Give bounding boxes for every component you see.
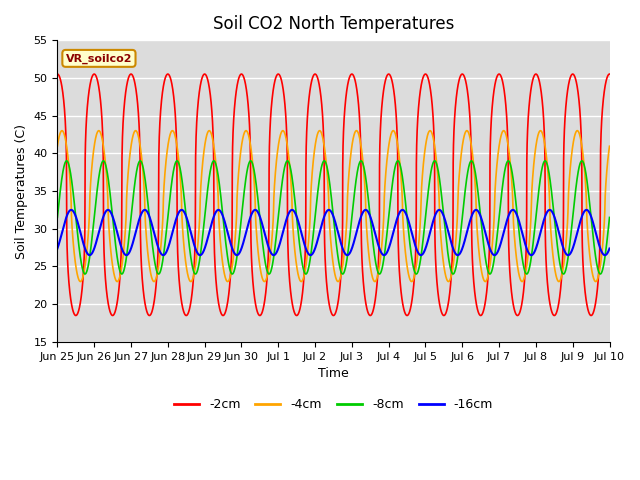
-8cm (388, 190, 396, 195)
-16cm (172, 217, 180, 223)
-4cm (397, 174, 405, 180)
Title: Soil CO2 North Temperatures: Soil CO2 North Temperatures (212, 15, 454, 33)
-4cm (388, 131, 396, 136)
-2cm (172, 121, 180, 127)
-16cm (601, 252, 609, 258)
-8cm (605, 216, 613, 222)
-4cm (605, 144, 613, 149)
-8cm (397, 166, 405, 172)
-8cm (208, 162, 216, 168)
-8cm (63, 158, 70, 164)
-4cm (605, 144, 613, 150)
Legend: -2cm, -4cm, -8cm, -16cm: -2cm, -4cm, -8cm, -16cm (169, 394, 498, 417)
-2cm (388, 75, 396, 81)
-16cm (54, 246, 61, 252)
-4cm (208, 132, 216, 138)
-2cm (208, 107, 216, 112)
-16cm (397, 208, 405, 214)
-16cm (605, 246, 613, 252)
-8cm (172, 159, 180, 165)
-16cm (67, 207, 75, 213)
-2cm (605, 71, 613, 77)
-2cm (54, 71, 61, 77)
-8cm (54, 215, 61, 220)
-16cm (554, 223, 561, 229)
-4cm (592, 279, 600, 285)
-8cm (605, 215, 613, 220)
-8cm (554, 241, 561, 247)
Text: VR_soilco2: VR_soilco2 (66, 53, 132, 63)
-2cm (554, 308, 561, 313)
-2cm (72, 312, 79, 318)
-16cm (605, 246, 613, 252)
-4cm (58, 128, 66, 133)
-16cm (208, 220, 216, 226)
-4cm (54, 144, 61, 149)
-4cm (554, 276, 561, 282)
-2cm (605, 71, 613, 77)
-8cm (596, 271, 604, 277)
Line: -2cm: -2cm (58, 74, 609, 315)
X-axis label: Time: Time (318, 367, 349, 380)
Y-axis label: Soil Temperatures (C): Soil Temperatures (C) (15, 123, 28, 259)
-16cm (388, 237, 396, 242)
Line: -8cm: -8cm (58, 161, 609, 274)
-2cm (397, 288, 405, 294)
Line: -16cm: -16cm (58, 210, 609, 255)
-4cm (172, 136, 180, 142)
Line: -4cm: -4cm (58, 131, 609, 282)
